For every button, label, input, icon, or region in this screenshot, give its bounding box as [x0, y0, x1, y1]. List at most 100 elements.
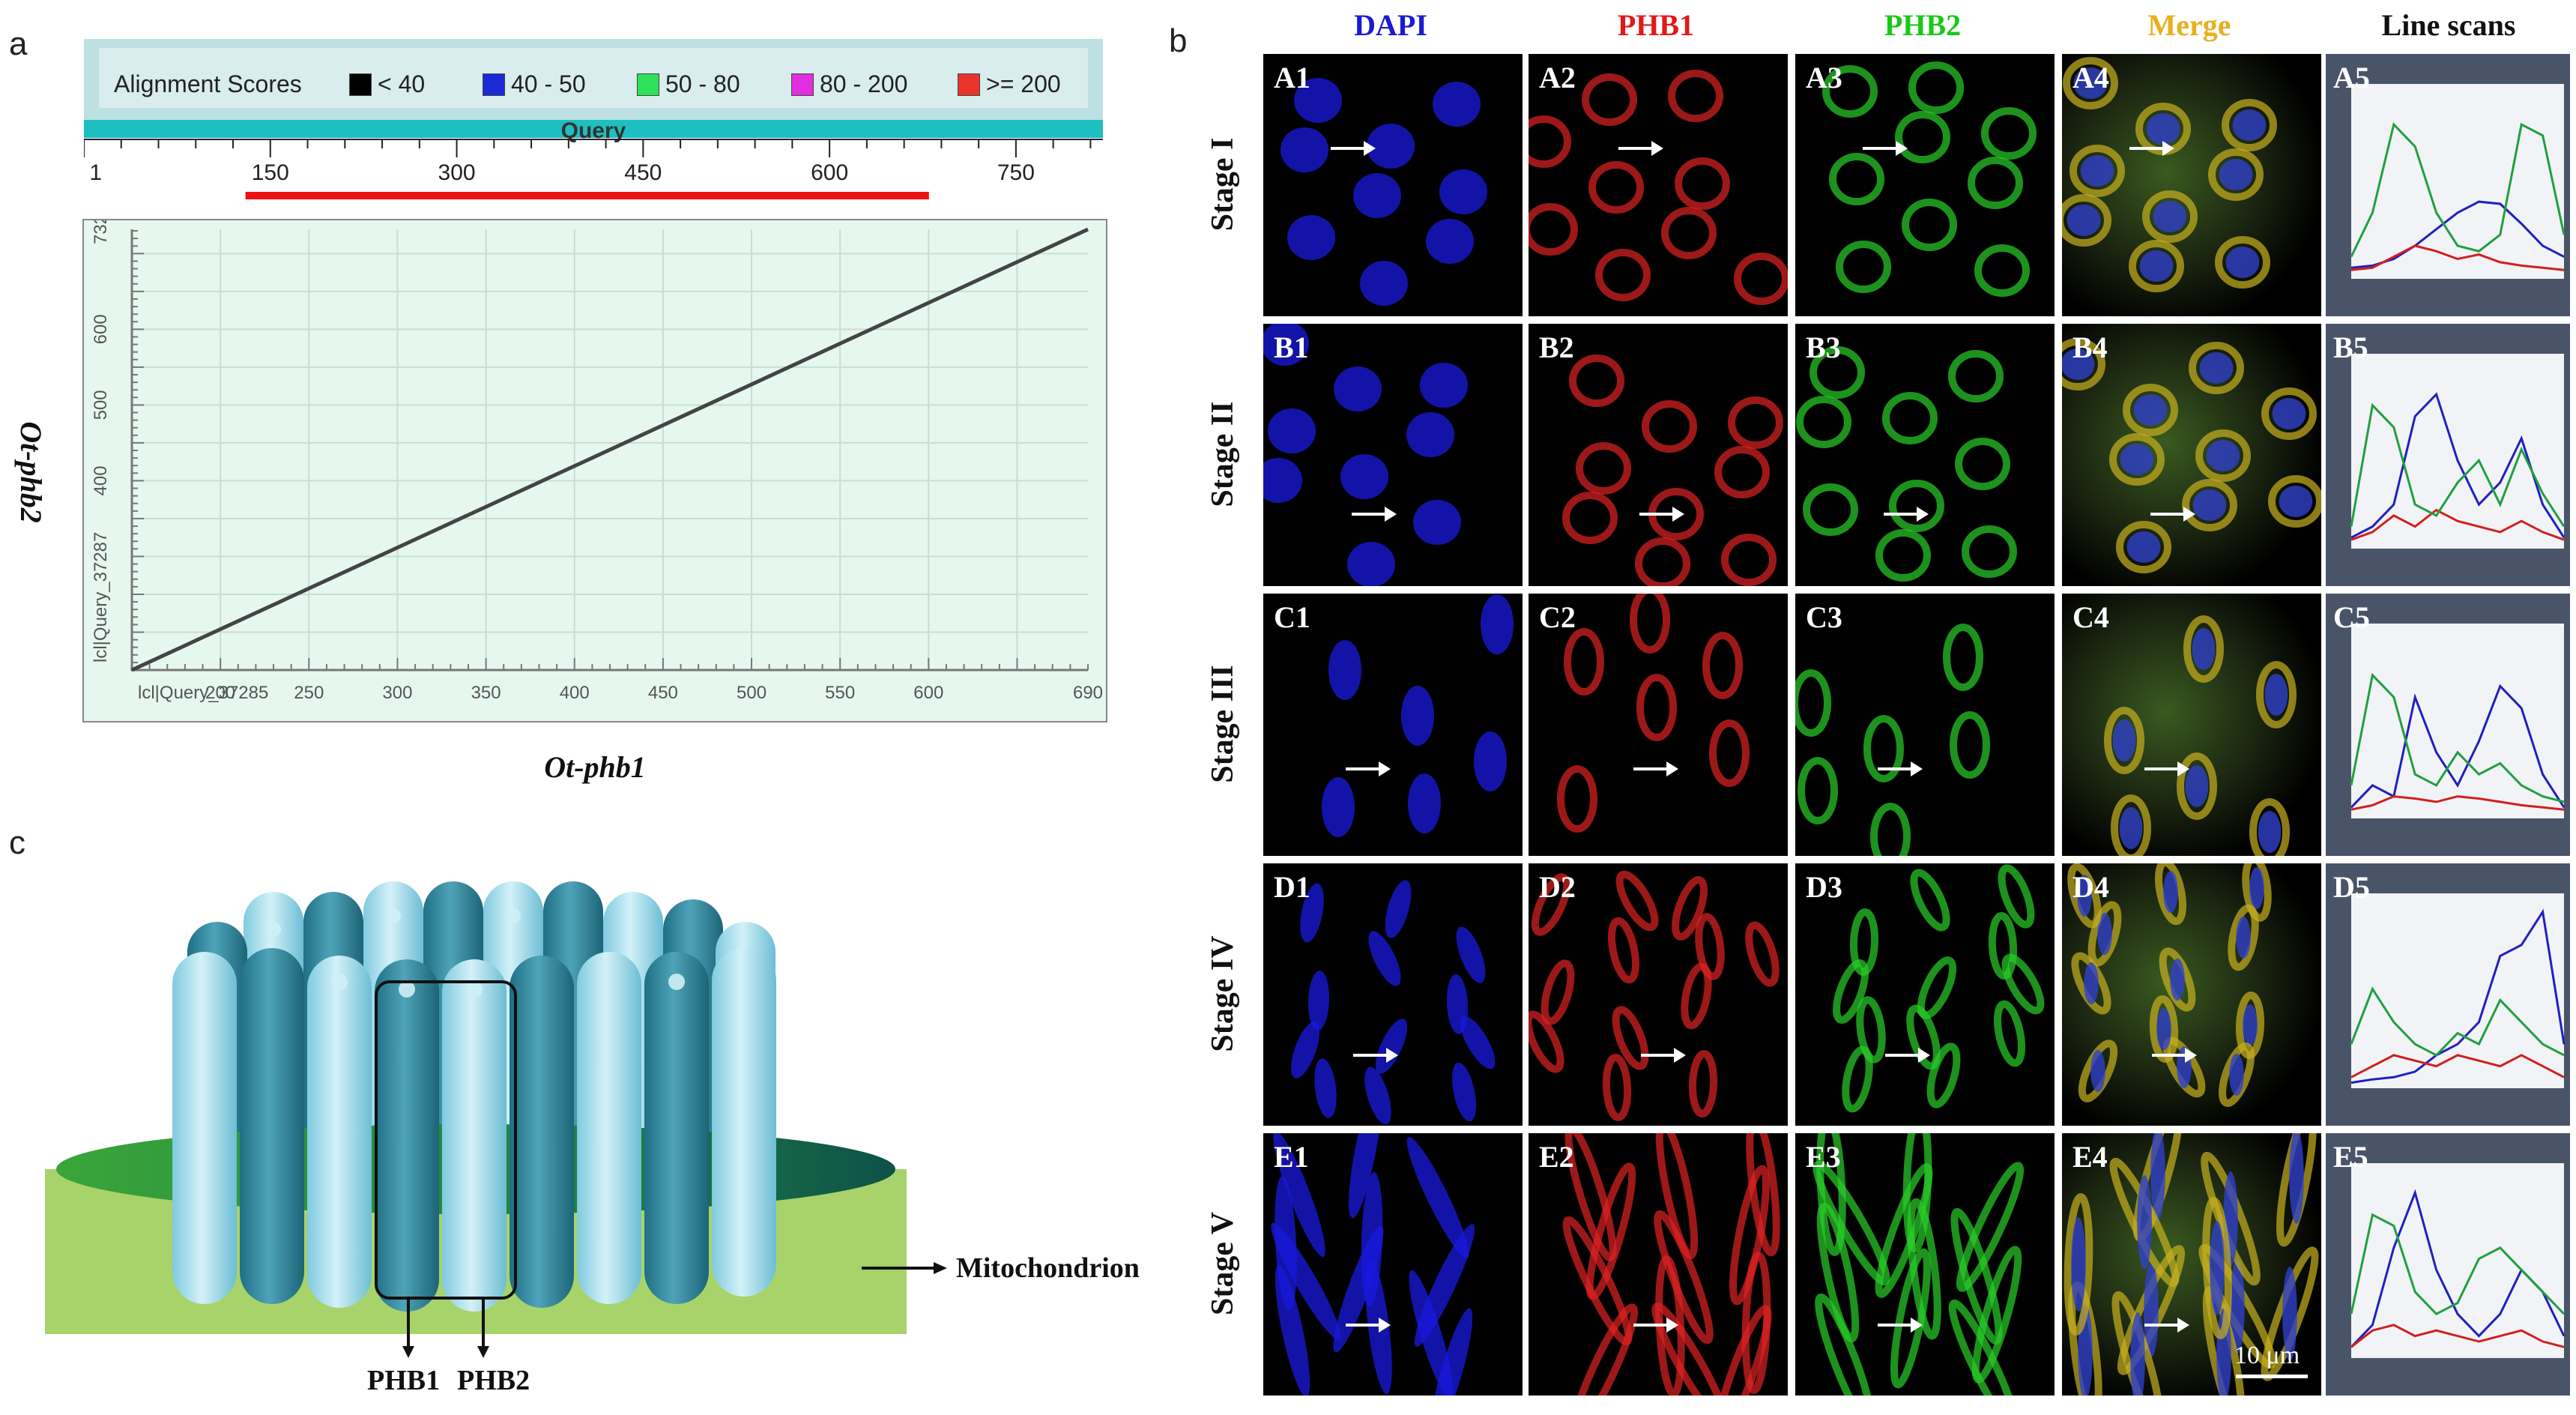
query-label: Query — [560, 118, 626, 143]
column-header-line-scans: Line scans — [2381, 8, 2516, 42]
x-tick-label: 250 — [294, 683, 324, 703]
scale-bar — [2236, 1375, 2308, 1378]
arrow-indicator — [1331, 141, 1376, 156]
micrograph-texture — [1271, 1133, 1475, 1396]
dotplot: 200 250 300 350 400 450 500 550 600 690 lcl|Query_… — [82, 214, 1107, 722]
micrograph-b3: B3 — [1795, 324, 2055, 586]
tile-label: B3 — [1806, 331, 1841, 364]
micrograph-e4: E4 10 μm — [2062, 1133, 2321, 1396]
panel-label-c: c — [9, 824, 25, 861]
line-scan-c5: C5 — [2326, 594, 2570, 856]
row-header-stage-3: Stage III — [1206, 665, 1240, 783]
arrow-indicator — [1878, 761, 1923, 776]
legend-inner: Alignment Scores < 40 40 - 50 50 - 80 80… — [99, 48, 1088, 108]
micrograph-texture — [1833, 864, 2045, 1113]
column-header-merge: Merge — [2147, 8, 2231, 42]
y-tick-label: 732 — [91, 220, 111, 244]
scale-bar-label: 10 μm — [2234, 1342, 2300, 1369]
x-tick-label: 450 — [648, 683, 678, 703]
micrograph-texture — [2062, 338, 2321, 573]
micrograph-d4: D4 — [2062, 863, 2321, 1126]
line-scan-series-dapi — [2350, 392, 2566, 539]
dotplot-y-title: Ot-phb2 — [14, 421, 48, 523]
line-scan-series-phb1 — [2350, 244, 2565, 271]
arrow-indicator — [1885, 1048, 1930, 1063]
x-tick-label: 400 — [560, 683, 590, 703]
tile-label: D1 — [1274, 870, 1310, 904]
tile-label: C3 — [1806, 600, 1842, 634]
micrograph-texture — [1796, 346, 2017, 582]
micrograph-e1: E1 — [1263, 1133, 1523, 1396]
legend-swatch-2 — [637, 73, 659, 96]
tile-label: E2 — [1539, 1140, 1574, 1174]
micrograph-c3: C3 — [1795, 594, 2055, 856]
query-bar: Query — [84, 120, 1103, 142]
line-scan-series-phb2 — [2350, 122, 2566, 258]
ruler-ticks — [84, 139, 1092, 157]
micrograph-c2: C2 — [1529, 594, 1788, 856]
micrograph-a1: A1 — [1263, 54, 1523, 316]
tile-label: B1 — [1274, 331, 1309, 364]
micrograph-a4: A4 — [2062, 54, 2321, 316]
column-header-dapi: DAPI — [1354, 8, 1427, 42]
y-axis-prefix: lcl|Query_37287 — [91, 532, 111, 663]
micrograph-a3: A3 — [1795, 54, 2055, 316]
tile-label: A4 — [2072, 61, 2109, 94]
query-hit-bar — [245, 192, 929, 199]
micrograph-texture — [1281, 78, 1487, 306]
arrow-indicator — [2152, 1048, 2197, 1063]
tile-label: C2 — [1539, 600, 1576, 634]
tile-label: A1 — [1274, 61, 1310, 94]
tile-label: E5 — [2333, 1140, 2368, 1174]
arrow-indicator — [1618, 141, 1663, 156]
legend-swatch-3 — [791, 73, 814, 96]
line-scan-series-phb1 — [2350, 795, 2565, 811]
micrograph-texture — [2063, 1133, 2319, 1396]
micrograph-d1: D1 — [1263, 863, 1523, 1126]
micrograph-e2: E2 — [1529, 1133, 1788, 1396]
cylinder-knobs — [266, 908, 685, 998]
micrograph-texture — [1795, 624, 1990, 856]
query-ruler — [84, 139, 1103, 199]
ruler-tick-label: 1 — [89, 160, 102, 185]
legend-swatch-4 — [958, 73, 980, 96]
tile-label: B2 — [1539, 331, 1574, 364]
ruler-tick-label: 600 — [811, 160, 849, 185]
micrograph-b2: B2 — [1529, 324, 1788, 586]
x-axis-title: Ot-phb1 — [544, 750, 646, 784]
line-scan-plot — [2350, 624, 2566, 818]
row-header-stage-2: Stage II — [1206, 401, 1240, 507]
micrograph-d2: D2 — [1529, 863, 1788, 1126]
row-header-stage-5: Stage V — [1206, 1211, 1240, 1316]
tile-label: A2 — [1539, 61, 1576, 94]
line-scan-series-phb2 — [2350, 1213, 2566, 1316]
tile-label: C5 — [2333, 600, 2370, 634]
x-tick-label: 200 — [205, 683, 235, 703]
tile-label: D4 — [2072, 870, 2109, 904]
tile-label: E3 — [1806, 1140, 1841, 1174]
line-scan-b5: B5 — [2326, 324, 2570, 586]
line-scan-plot — [2350, 354, 2566, 549]
arrow-indicator — [2150, 507, 2195, 522]
micrograph-texture — [2067, 863, 2272, 1107]
micrograph-texture — [1529, 870, 1780, 1121]
legend-swatch-0 — [349, 73, 372, 96]
line-scan-series-phb2 — [2350, 986, 2565, 1057]
x-tick-label: 690 — [1073, 683, 1103, 703]
x-tick-label: 600 — [913, 683, 943, 703]
tile-label: D2 — [1539, 870, 1576, 904]
mitochondrion-label: Mitochondrion — [956, 1252, 1140, 1284]
line-scan-plot — [2350, 893, 2566, 1088]
line-scan-plot — [2350, 1163, 2566, 1358]
arrow-indicator — [1633, 1318, 1678, 1333]
legend-label-2: 50 - 80 — [665, 70, 740, 97]
micrograph-texture — [1322, 594, 1514, 837]
arrow-indicator — [1639, 507, 1684, 522]
legend-label-1: 40 - 50 — [511, 70, 586, 97]
x-tick-label: 550 — [825, 683, 855, 703]
tile-label: E1 — [1274, 1140, 1309, 1174]
phb2-label: PHB2 — [457, 1365, 530, 1396]
arrow-indicator — [1346, 761, 1391, 776]
line-scan-series-phb2 — [2350, 402, 2566, 528]
panel-label-a: a — [9, 25, 28, 62]
